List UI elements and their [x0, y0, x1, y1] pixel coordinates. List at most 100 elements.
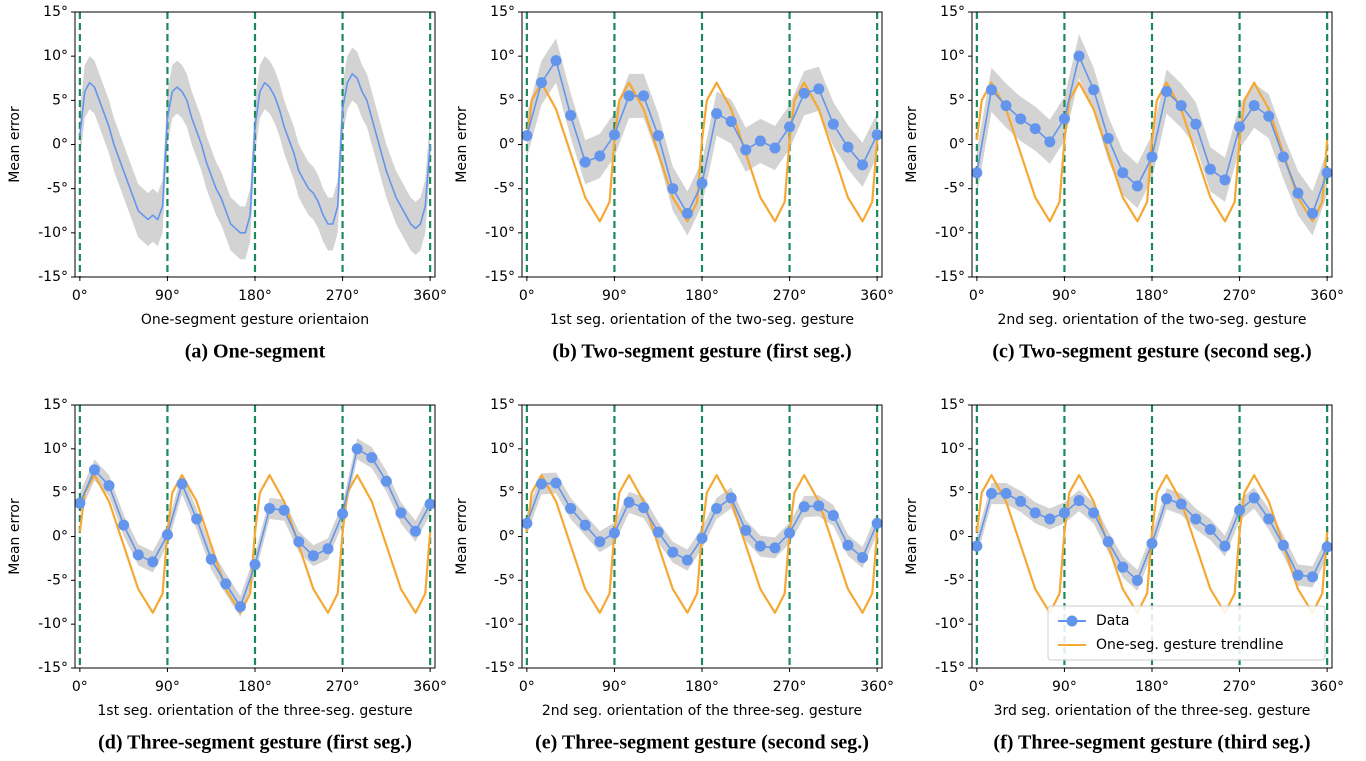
data-point — [1321, 167, 1332, 179]
x-axis-label: 1st seg. orientation of the two-seg. ges… — [550, 312, 854, 328]
data-point — [1175, 498, 1187, 510]
data-point — [784, 527, 796, 539]
x-tick-label: 90° — [602, 679, 627, 695]
x-tick-label: 360° — [860, 288, 894, 304]
plot-area — [972, 12, 1332, 277]
y-tick-label: 0° — [499, 529, 515, 545]
series-line — [525, 474, 879, 614]
y-tick-label: -15° — [485, 660, 515, 676]
data-point — [842, 141, 854, 153]
data-point — [594, 150, 606, 162]
data-point — [696, 532, 708, 544]
data-point — [623, 90, 635, 102]
y-tick-label: 15° — [43, 397, 68, 413]
y-tick-label: 5° — [949, 92, 965, 108]
data-point — [667, 546, 679, 558]
legend-label: One-seg. gesture trendline — [1096, 637, 1284, 653]
data-point — [322, 543, 334, 555]
series-line — [79, 73, 431, 234]
data-point — [1117, 167, 1129, 179]
data-point — [681, 554, 693, 566]
data-point — [1000, 100, 1012, 112]
data-point — [264, 502, 276, 514]
y-tick-label: 5° — [52, 92, 68, 108]
data-point — [608, 527, 620, 539]
x-tick-label: 180° — [685, 679, 719, 695]
data-point — [1058, 113, 1070, 125]
data-point — [1146, 151, 1158, 163]
data-point — [1044, 136, 1056, 148]
y-tick-label: 0° — [499, 137, 515, 153]
data-point — [535, 478, 547, 490]
y-axis-label: Mean error — [7, 498, 23, 575]
x-tick-label: 270° — [326, 679, 360, 695]
data-point — [667, 183, 679, 195]
data-point — [293, 536, 305, 548]
data-point — [1146, 538, 1158, 550]
data-point — [380, 475, 392, 487]
y-axis-label: Mean error — [904, 106, 920, 183]
data-point — [1321, 541, 1332, 553]
y-tick-label: -5° — [47, 572, 68, 588]
y-tick-label: 15° — [940, 397, 965, 413]
data-point — [550, 55, 562, 67]
data-point — [827, 118, 839, 130]
x-tick-label: 0° — [72, 288, 88, 304]
x-tick-label: 0° — [72, 679, 88, 695]
x-tick-label: 180° — [238, 288, 272, 304]
data-point — [696, 177, 708, 189]
y-tick-label: 10° — [43, 48, 68, 64]
data-point — [278, 504, 290, 516]
y-tick-label: -10° — [38, 225, 68, 241]
data-point — [798, 501, 810, 513]
data-point — [75, 497, 86, 509]
data-point — [191, 513, 203, 525]
data-point — [88, 464, 100, 476]
data-point — [565, 502, 577, 514]
data-point — [813, 500, 825, 512]
data-point — [337, 508, 349, 520]
data-point — [871, 517, 882, 529]
caption: (f) Three-segment gesture (third seg.) — [993, 732, 1310, 754]
data-point — [410, 525, 422, 537]
data-point — [1058, 507, 1070, 519]
data-point — [565, 109, 577, 121]
data-point — [1131, 574, 1143, 586]
data-point — [1307, 207, 1319, 219]
x-tick-label: 0° — [519, 679, 535, 695]
data-point — [1248, 492, 1260, 504]
y-tick-label: 5° — [499, 485, 515, 501]
data-point — [638, 502, 650, 514]
x-axis-label: 3rd seg. orientation of the three-seg. g… — [994, 703, 1311, 719]
x-axis-label: 1st seg. orientation of the three-seg. g… — [97, 703, 412, 719]
data-point — [972, 540, 983, 552]
y-tick-label: 15° — [490, 4, 515, 20]
x-axis-label: 2nd seg. orientation of the two-seg. ges… — [998, 312, 1307, 328]
x-tick-label: 360° — [413, 288, 447, 304]
y-tick-label: -10° — [485, 225, 515, 241]
y-tick-label: 15° — [43, 4, 68, 20]
data-point — [1277, 151, 1289, 163]
data-point — [205, 553, 217, 565]
x-tick-label: 0° — [969, 679, 985, 695]
y-tick-label: 15° — [490, 397, 515, 413]
series-line — [975, 81, 1329, 223]
y-tick-label: -5° — [944, 181, 965, 197]
data-point — [176, 478, 188, 490]
data-point — [1263, 110, 1275, 122]
y-tick-label: 0° — [52, 529, 68, 545]
x-tick-label: 180° — [685, 288, 719, 304]
x-tick-label: 90° — [602, 288, 627, 304]
plot-area — [75, 405, 435, 668]
x-tick-label: 270° — [773, 679, 807, 695]
y-tick-label: -10° — [935, 225, 965, 241]
caption: (d) Three-segment gesture (first seg.) — [98, 732, 412, 754]
data-point — [985, 84, 997, 96]
data-point — [623, 496, 635, 508]
y-tick-label: 5° — [949, 485, 965, 501]
data-point — [1292, 569, 1304, 581]
x-tick-label: 0° — [519, 288, 535, 304]
y-tick-label: -5° — [47, 181, 68, 197]
y-tick-label: 0° — [949, 137, 965, 153]
